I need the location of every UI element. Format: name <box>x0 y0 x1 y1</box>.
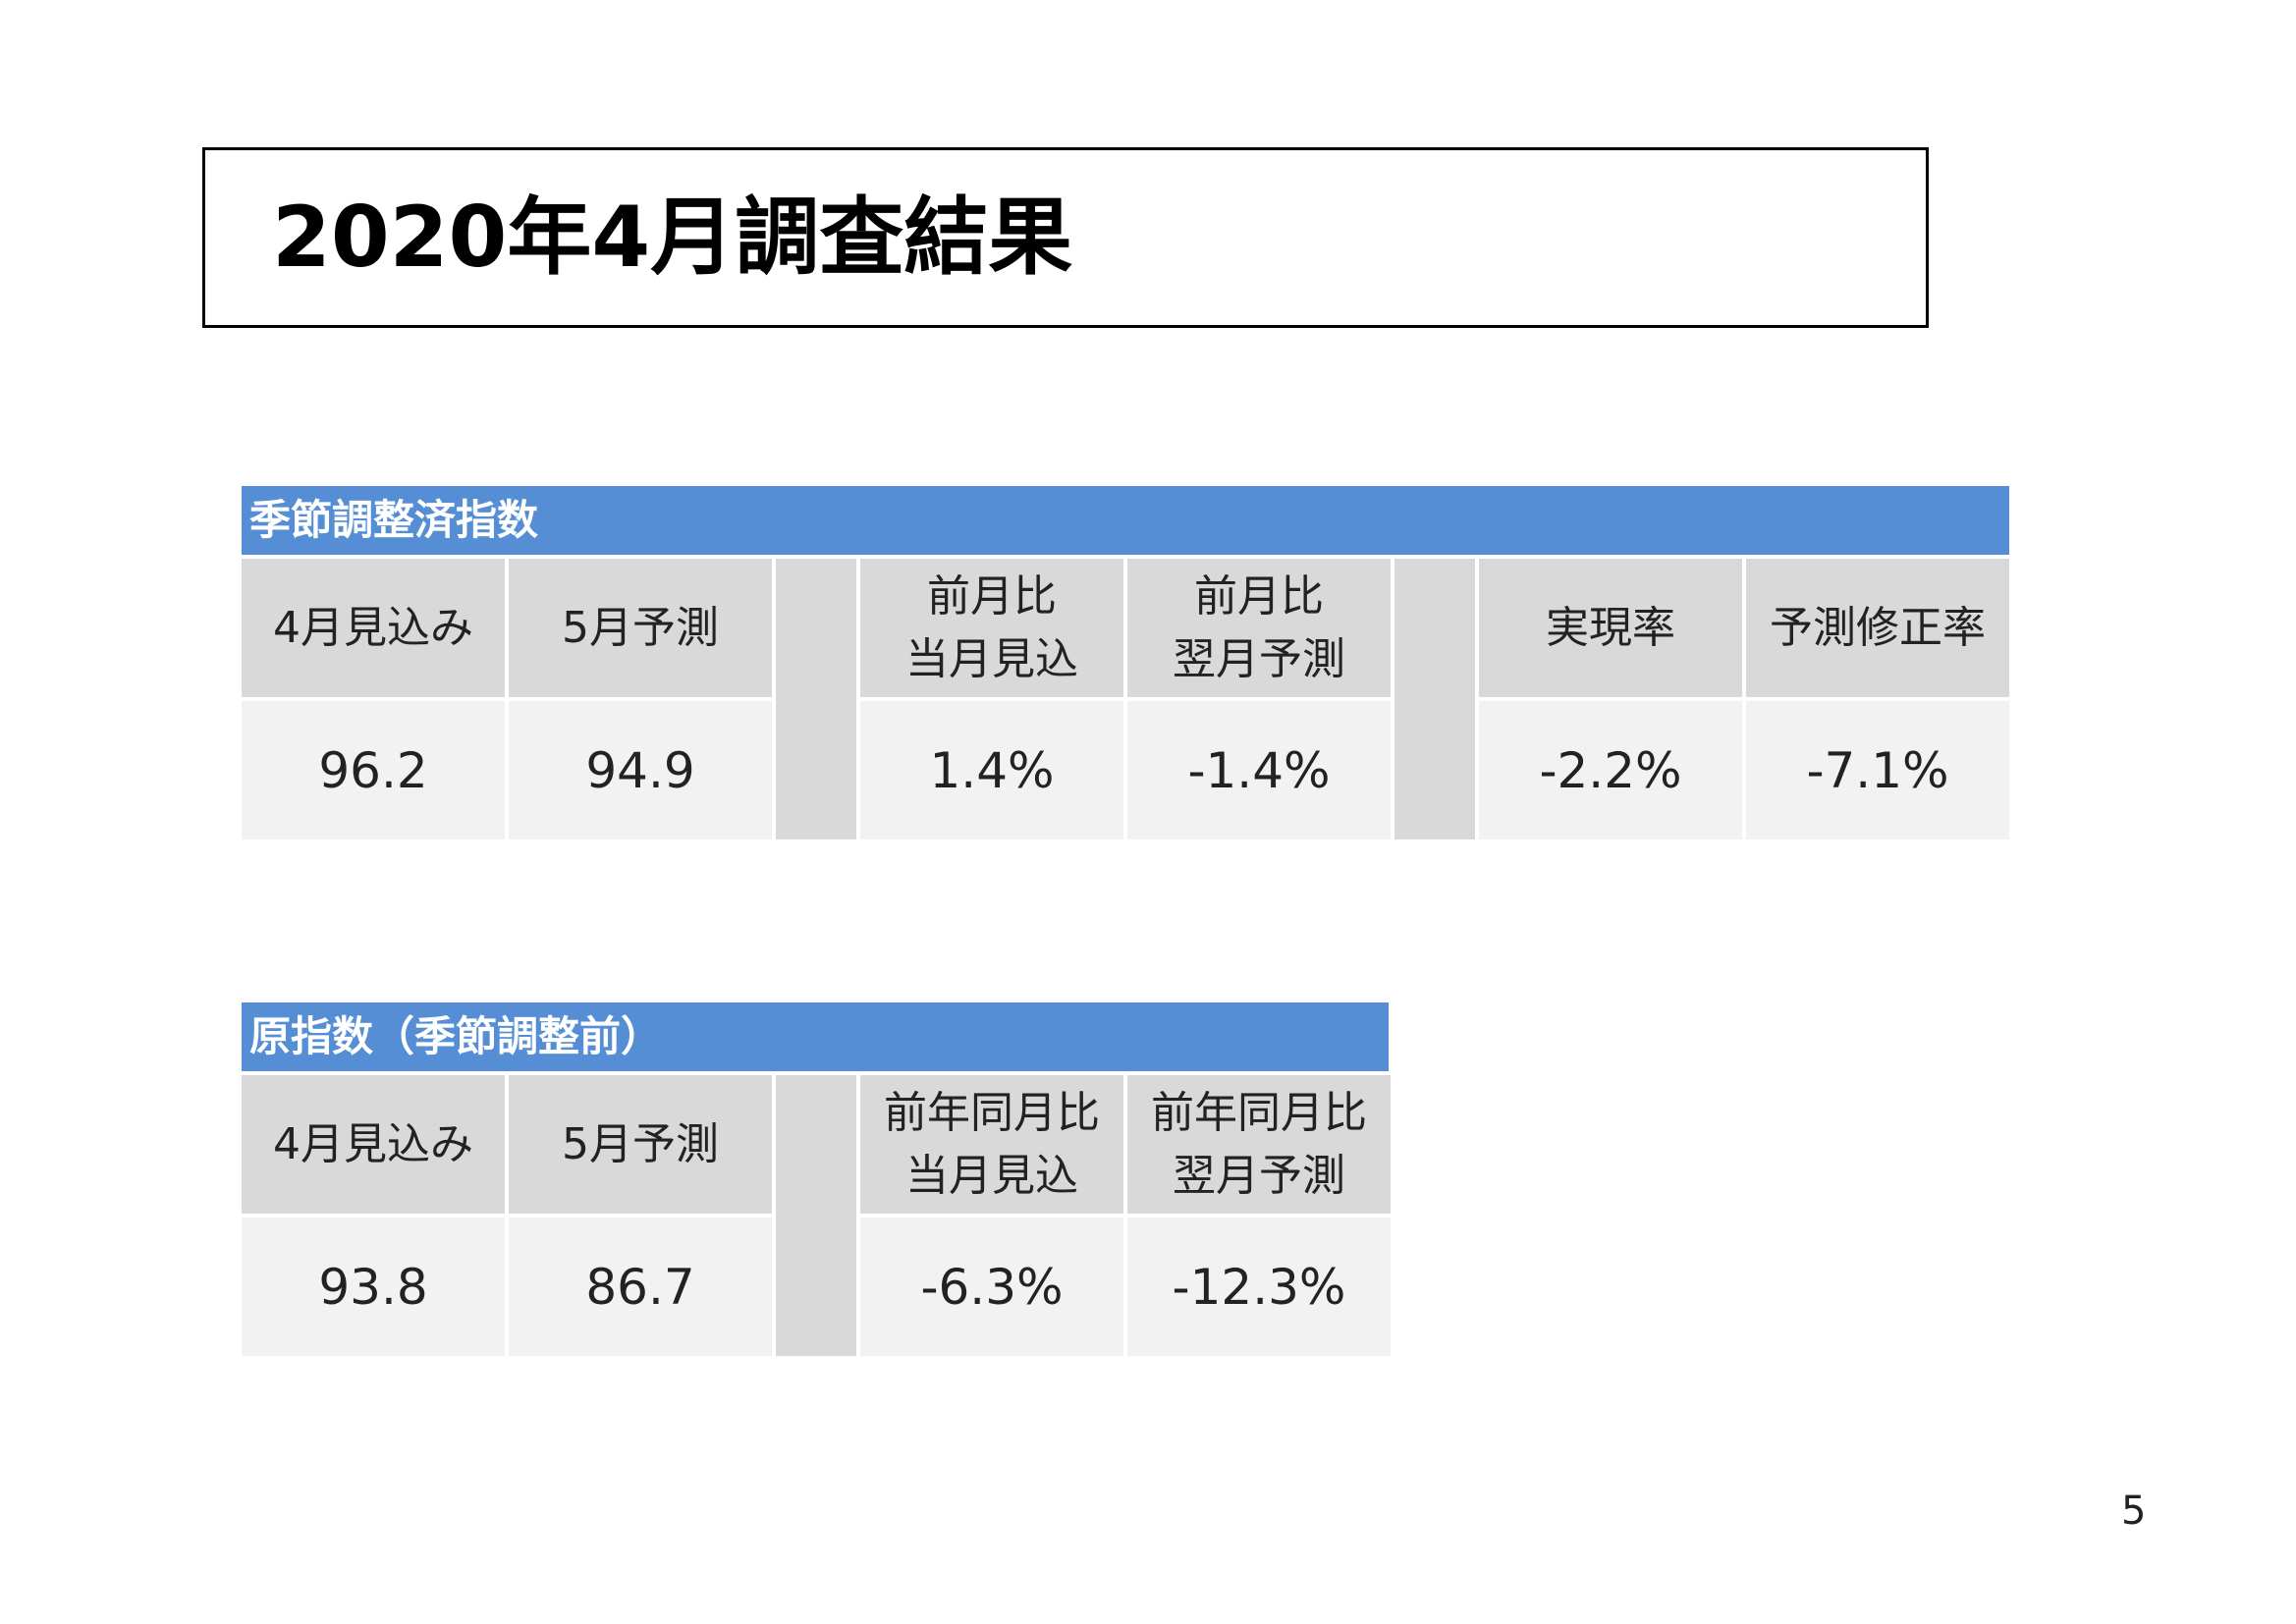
value-cell-realization-rate: -2.2% <box>1479 701 1742 839</box>
header-cell-realization-rate: 実現率 <box>1479 559 1742 697</box>
seasonal-index-panel: 季節調整済指数 4月見込み 5月予測 前月比 当月見込 前月比 翌月予測 実現率… <box>242 486 2009 839</box>
value-cell-forecast-revision-rate: -7.1% <box>1746 701 2009 839</box>
header-label-line2: 当月見込 <box>905 1150 1078 1201</box>
header-cell-yoy-current: 前年同月比 当月見込 <box>860 1075 1123 1214</box>
header-label-line2: 翌月予測 <box>1173 1150 1345 1201</box>
seasonal-index-table: 4月見込み 5月予測 前月比 当月見込 前月比 翌月予測 実現率 予測修正率 9… <box>242 559 2009 839</box>
value-cell-mom-current: 1.4% <box>860 701 1123 839</box>
page-title: 2020年4月調査結果 <box>272 189 1073 287</box>
value-cell-may-forecast: 86.7 <box>509 1218 772 1356</box>
raw-index-header: 原指数（季節調整前） <box>242 1002 1389 1071</box>
header-cell-mom-next: 前月比 翌月予測 <box>1127 559 1391 697</box>
header-cell-forecast-revision-rate: 予測修正率 <box>1746 559 2009 697</box>
header-cell-yoy-next: 前年同月比 翌月予測 <box>1127 1075 1391 1214</box>
value-cell-may-forecast: 94.9 <box>509 701 772 839</box>
raw-index-table: 4月見込み 5月予測 前年同月比 当月見込 前年同月比 翌月予測 93.8 86… <box>242 1075 1391 1356</box>
value-cell-april-estimate: 96.2 <box>242 701 505 839</box>
header-label: 5月予測 <box>562 602 719 653</box>
table-spacer <box>776 1075 856 1356</box>
header-cell-april-estimate: 4月見込み <box>242 559 505 697</box>
header-cell-april-estimate: 4月見込み <box>242 1075 505 1214</box>
header-label-line1: 前年同月比 <box>1151 1087 1367 1138</box>
table-spacer <box>1394 559 1475 839</box>
seasonal-index-header: 季節調整済指数 <box>242 486 2009 555</box>
header-label-line2: 翌月予測 <box>1173 633 1345 684</box>
title-box: 2020年4月調査結果 <box>202 147 1929 328</box>
raw-index-panel: 原指数（季節調整前） 4月見込み 5月予測 前年同月比 当月見込 前年同月比 翌… <box>242 1002 1391 1356</box>
header-label: 予測修正率 <box>1770 602 1986 653</box>
header-label-line2: 当月見込 <box>905 633 1078 684</box>
header-label-line1: 前月比 <box>927 570 1057 622</box>
value-cell-yoy-current: -6.3% <box>860 1218 1123 1356</box>
value-cell-yoy-next: -12.3% <box>1127 1218 1391 1356</box>
value-cell-mom-next: -1.4% <box>1127 701 1391 839</box>
header-cell-may-forecast: 5月予測 <box>509 559 772 697</box>
header-label: 4月見込み <box>273 602 473 653</box>
header-cell-may-forecast: 5月予測 <box>509 1075 772 1214</box>
value-cell-april-estimate: 93.8 <box>242 1218 505 1356</box>
table-spacer <box>776 559 856 839</box>
header-label-line1: 前年同月比 <box>884 1087 1100 1138</box>
page-number: 5 <box>2121 1489 2147 1534</box>
header-label: 5月予測 <box>562 1118 719 1169</box>
header-cell-mom-current: 前月比 当月見込 <box>860 559 1123 697</box>
header-label-line1: 前月比 <box>1194 570 1324 622</box>
header-label: 4月見込み <box>273 1118 473 1169</box>
header-label: 実現率 <box>1546 602 1675 653</box>
